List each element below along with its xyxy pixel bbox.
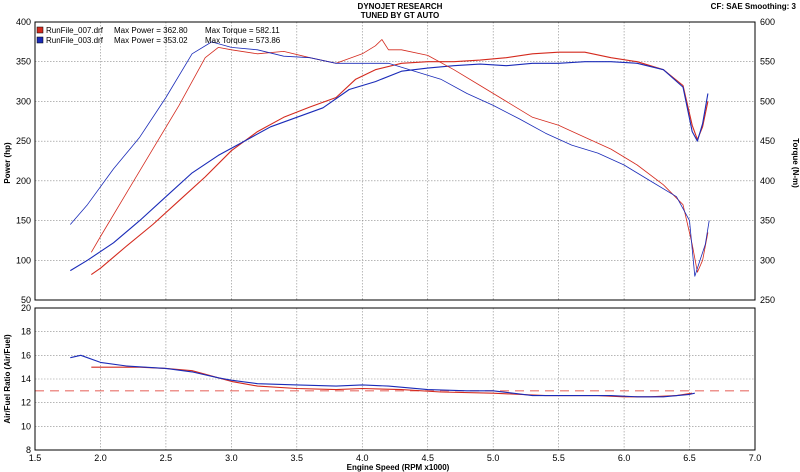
torque-tick-label: 250 (760, 295, 775, 305)
legend-power-run-007: Max Power = 362.80 (114, 26, 188, 35)
chart-subtitle: TUNED BY GT AUTO (361, 11, 440, 20)
power-tick-label: 200 (16, 176, 31, 186)
legend-torque-run-003: Max Torque = 573.86 (205, 36, 281, 45)
legend-power-run-003: Max Power = 353.02 (114, 36, 188, 45)
rpm-tick-label: 3.5 (291, 453, 304, 463)
tick-layer: 50 100 150 200 250 300 350 400 250 300 350 400 450 50… (16, 17, 775, 463)
afr-tick-label: 18 (21, 327, 31, 337)
settings-label: CF: SAE Smoothing: 3 (711, 2, 797, 11)
torque-tick-label: 450 (760, 136, 775, 146)
afr-tick-label: 8 (26, 445, 31, 455)
torque-tick-label: 500 (760, 96, 775, 106)
power-line-runfile-007-drf (90, 51, 709, 276)
power-tick-label: 300 (16, 96, 31, 106)
torque-tick-label: 550 (760, 57, 775, 67)
torque-line-runfile-003-drf (69, 41, 710, 277)
torque-line-runfile-007-drf (90, 39, 709, 273)
legend-swatch-run-003 (36, 36, 44, 44)
torque-tick-label: 400 (760, 176, 775, 186)
afr-tick-label: 16 (21, 350, 31, 360)
rpm-tick-label: 6.5 (683, 453, 696, 463)
torque-tick-label: 300 (760, 255, 775, 265)
grid-layer (35, 22, 755, 450)
afr-tick-label: 10 (21, 421, 31, 431)
chart-title: DYNOJET RESEARCH (358, 2, 443, 11)
afr-line-runfile-003-drf (70, 354, 695, 398)
torque-tick-label: 600 (760, 17, 775, 27)
power-line-runfile-003-drf (70, 61, 709, 272)
rpm-tick-label: 3.0 (225, 453, 238, 463)
rpm-tick-label: 6.0 (618, 453, 631, 463)
power-tick-label: 350 (16, 57, 31, 67)
frame-layer (34, 21, 756, 451)
rpm-tick-label: 2.0 (94, 453, 107, 463)
rpm-tick-label: 5.0 (487, 453, 500, 463)
legend-file-run-003: RunFile_003.drf (46, 36, 104, 45)
afr-panel-frame (34, 307, 756, 451)
power-tick-label: 400 (16, 17, 31, 27)
series-layer (69, 39, 710, 398)
power-tick-label: 250 (16, 136, 31, 146)
torque-axis-label: Torque (N-m) (791, 138, 800, 188)
rpm-tick-label: 7.0 (749, 453, 762, 463)
power-tick-label: 150 (16, 216, 31, 226)
rpm-tick-label: 4.0 (356, 453, 369, 463)
power-tick-label: 50 (21, 295, 31, 305)
rpm-tick-label: 2.5 (160, 453, 173, 463)
torque-tick-label: 350 (760, 216, 775, 226)
rpm-axis-label: Engine Speed (RPM x1000) (347, 463, 450, 472)
legend-swatch-run-007 (36, 26, 44, 34)
rpm-tick-label: 4.5 (421, 453, 434, 463)
afr-axis-label: Air/Fuel Ratio (Air/Fuel) (3, 334, 12, 424)
afr-tick-label: 20 (21, 303, 31, 313)
rpm-tick-label: 1.5 (29, 453, 42, 463)
afr-line-runfile-007-drf (91, 366, 693, 398)
legend-file-run-007: RunFile_007.drf (46, 26, 104, 35)
power-panel-frame (34, 21, 756, 301)
legend-torque-run-007: Max Torque = 582.11 (205, 26, 280, 35)
rpm-tick-label: 5.5 (552, 453, 565, 463)
afr-tick-label: 14 (21, 374, 31, 384)
power-tick-label: 100 (16, 255, 31, 265)
legend: RunFile_007.drf Max Power = 362.80 Max T… (36, 26, 281, 45)
power-axis-label: Power (hp) (3, 142, 12, 184)
afr-tick-label: 12 (21, 398, 31, 408)
